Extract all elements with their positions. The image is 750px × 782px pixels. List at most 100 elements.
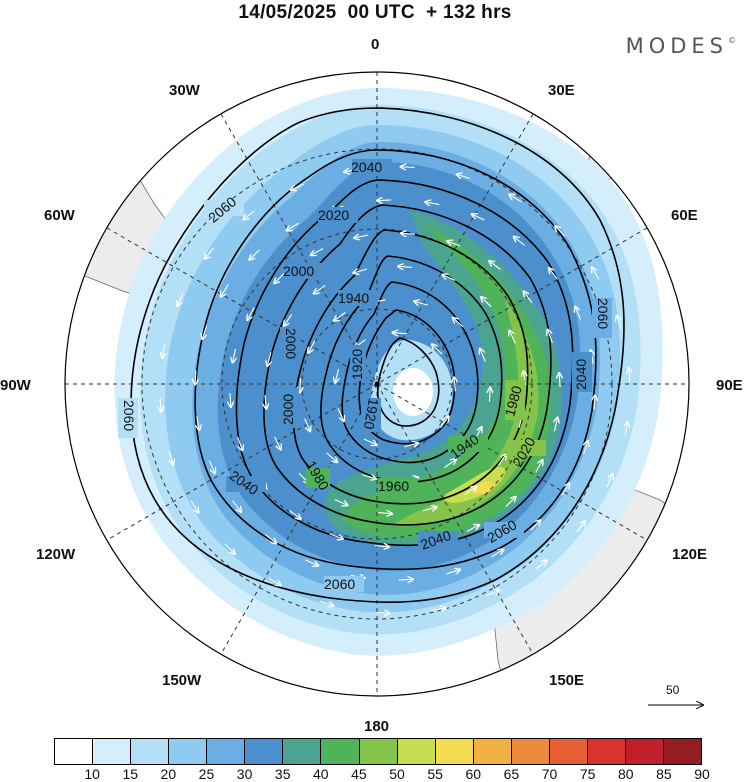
wind-vector-arrow bbox=[362, 475, 376, 479]
wind-vector-arrow bbox=[224, 543, 235, 554]
wind-vector-arrow bbox=[486, 590, 499, 597]
wind-vector-arrow bbox=[548, 330, 553, 344]
wind-vector-arrow bbox=[444, 459, 456, 468]
lon-label-60e: 60E bbox=[671, 207, 698, 224]
lon-label-150e: 150E bbox=[549, 672, 584, 689]
wind-vector-arrow bbox=[576, 521, 586, 533]
contour-label: 2040 bbox=[573, 359, 589, 390]
wind-vector-arrow bbox=[554, 418, 557, 432]
wind-vector-arrow bbox=[195, 370, 196, 384]
wind-vector-arrow bbox=[326, 452, 338, 462]
colorbar-label: 35 bbox=[274, 766, 291, 782]
wind-vector-arrow bbox=[289, 510, 301, 520]
wind-vector-arrow bbox=[393, 333, 407, 334]
contour-label: 1920 bbox=[361, 397, 382, 431]
colorbar-swatch bbox=[245, 739, 284, 764]
wind-vector-arrow bbox=[354, 235, 369, 238]
wind-vector-arrow bbox=[440, 416, 449, 429]
contour-1980 bbox=[292, 229, 529, 505]
wind-vector-arrow bbox=[524, 291, 533, 304]
height-contours bbox=[130, 107, 625, 604]
wind-vector-arrow bbox=[354, 269, 368, 273]
colorbar-swatch bbox=[207, 739, 246, 764]
colorbar-swatch bbox=[549, 739, 588, 764]
wind-vector-arrow bbox=[274, 436, 281, 450]
wind-vector-arrow bbox=[334, 498, 348, 506]
wind-vector-arrow bbox=[314, 284, 326, 293]
shade-50 bbox=[443, 466, 506, 503]
wind-vector-arrow bbox=[535, 561, 547, 570]
wind-vector-arrow bbox=[374, 546, 389, 547]
wind-vector-arrow bbox=[291, 183, 304, 190]
wind-vector-arrow bbox=[509, 195, 522, 203]
contour-label: 1960 bbox=[378, 478, 409, 494]
wind-vector-arrow bbox=[208, 460, 215, 474]
wind-vector-arrow bbox=[404, 443, 418, 447]
wind-vector-arrow bbox=[401, 167, 415, 168]
wind-vector-arrow bbox=[264, 534, 276, 544]
contour-2000 bbox=[263, 204, 552, 526]
colorbar-label: 55 bbox=[427, 766, 443, 782]
contour-2060-outer bbox=[130, 107, 625, 604]
wind-vector-arrow bbox=[197, 416, 200, 430]
wind-vector-arrow bbox=[414, 301, 428, 305]
contour-label: 2000 bbox=[280, 394, 296, 425]
wind-vector-arrow bbox=[490, 388, 491, 402]
wind-vector-arrow bbox=[205, 247, 214, 259]
wind-vector-arrow bbox=[559, 373, 560, 388]
wind-vector-arrow bbox=[594, 396, 595, 410]
contour-label: 2000 bbox=[283, 328, 299, 359]
modes-logo: MODES© bbox=[625, 34, 736, 58]
wind-vector-arrow bbox=[202, 325, 206, 339]
wind-vector-arrow bbox=[466, 525, 479, 532]
wind-vector-arrow bbox=[300, 378, 301, 392]
colorbar-label: 10 bbox=[84, 766, 100, 782]
colorbar-label: 50 bbox=[389, 766, 405, 782]
wind-vector-arrow bbox=[489, 261, 501, 270]
wind-vector-arrow bbox=[334, 312, 346, 321]
wind-vector-arrow bbox=[319, 602, 333, 606]
lon-label-90w: 90W bbox=[0, 377, 32, 394]
lon-label-0: 0 bbox=[371, 36, 379, 53]
wind-vector-arrow bbox=[549, 268, 558, 280]
wind-vector-arrow bbox=[422, 507, 437, 511]
reference-vector-label: 50 bbox=[666, 683, 680, 697]
contour-1940 bbox=[341, 281, 479, 464]
lon-label-30e: 30E bbox=[548, 82, 575, 99]
wind-vector-arrow bbox=[583, 441, 587, 455]
wind-vector-arrow bbox=[561, 483, 569, 496]
contour-label: 2060 bbox=[121, 400, 137, 431]
longitude-labels: 0 30E 60E 90E 120E 150E 180 150W 120W 90… bbox=[0, 36, 743, 735]
contour-label-layer: 2040 2020 2000 1940 2060 2060 2060 2060 … bbox=[118, 159, 612, 592]
wind-vector-arrow bbox=[480, 349, 486, 362]
wind-vector-arrow bbox=[162, 344, 164, 358]
colorbar-label: 90 bbox=[694, 766, 710, 782]
wind-vector-arrow bbox=[401, 233, 416, 234]
wind-vector-arrow bbox=[606, 474, 613, 488]
wind-vector-arrow bbox=[398, 579, 413, 580]
contour-label: 2040 bbox=[351, 159, 382, 175]
wind-vector-arrow bbox=[617, 316, 621, 330]
wind-vector-arrow bbox=[335, 368, 339, 383]
colorbar-swatch bbox=[169, 739, 208, 764]
wind-vector-arrow bbox=[221, 284, 229, 297]
lon-label-60w: 60W bbox=[44, 207, 76, 224]
wind-vector-arrow bbox=[625, 422, 627, 436]
lon-label-120e: 120E bbox=[672, 546, 707, 563]
colorbar-label: 40 bbox=[313, 766, 329, 782]
wind-vector-arrow bbox=[555, 226, 566, 237]
polar-stereographic-map: 2040 2020 2000 1940 2060 2060 2060 2060 … bbox=[0, 36, 743, 735]
wind-vector-arrow bbox=[232, 500, 242, 512]
map-title: 14/05/2025 00 UTC + 132 hrs bbox=[238, 2, 512, 23]
colorbar-label: 60 bbox=[465, 766, 482, 782]
wind-vector-arrow bbox=[509, 331, 516, 344]
map-boundary bbox=[64, 71, 690, 697]
wind-vector-arrow bbox=[592, 267, 600, 280]
wind-vector-arrow bbox=[363, 438, 377, 445]
colorbar-swatch bbox=[587, 739, 626, 764]
north-pole-marker bbox=[374, 381, 380, 387]
wind-vector-arrow bbox=[237, 436, 243, 450]
contour-label: 2000 bbox=[283, 263, 314, 279]
wind-vector-arrow bbox=[311, 248, 324, 256]
wind-vector-arrow bbox=[432, 344, 443, 355]
